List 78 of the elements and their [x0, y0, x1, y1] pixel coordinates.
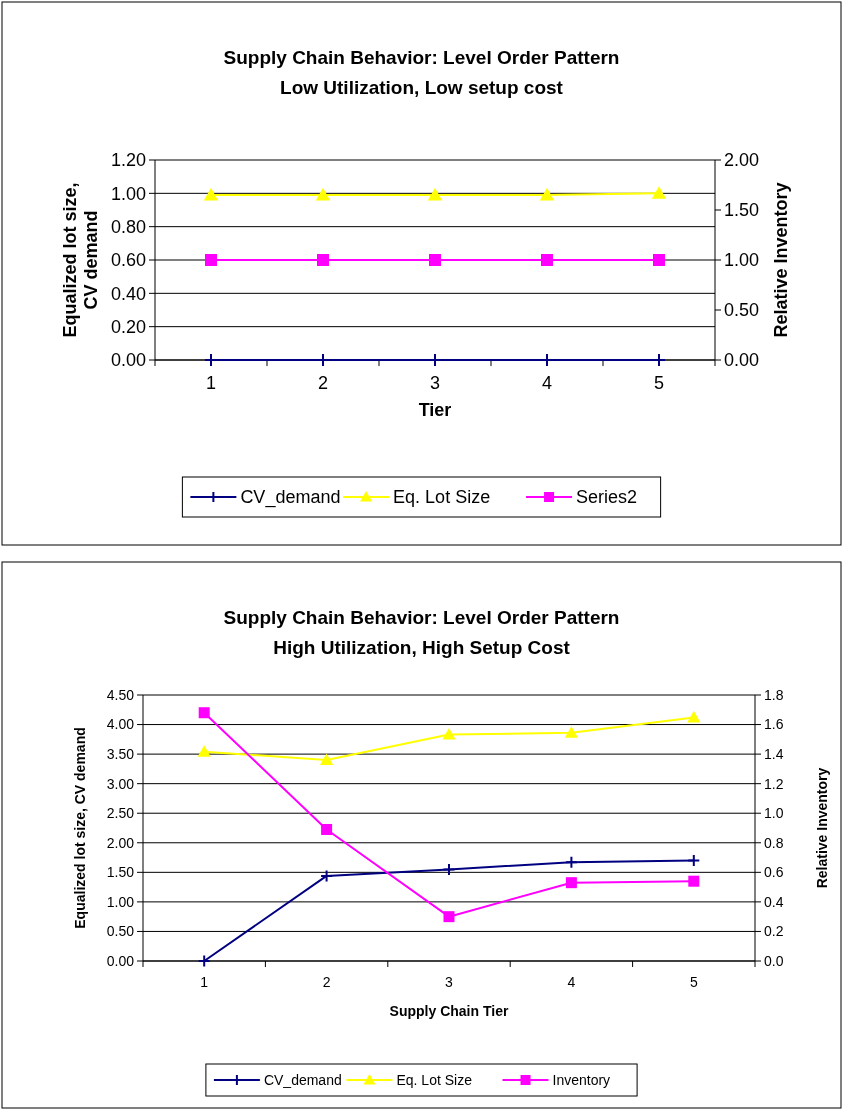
y2-tick-label: 2.00 — [724, 150, 760, 171]
point — [197, 745, 211, 757]
chart-title: Supply Chain Behavior: Level Order Pattern — [223, 607, 620, 628]
point — [442, 728, 456, 740]
y-tick-label: 4.00 — [106, 716, 135, 733]
y2-tick-label: 0.4 — [764, 893, 784, 910]
y-tick-label: 2.50 — [106, 805, 135, 822]
x-tick-label: 1 — [205, 372, 217, 393]
point — [564, 726, 578, 738]
point — [442, 862, 456, 876]
x-tick-label: 4 — [541, 372, 553, 393]
y-tick-label: 1.20 — [110, 150, 146, 171]
y-tick-label: 3.00 — [106, 775, 135, 792]
point — [198, 707, 210, 719]
point — [651, 186, 667, 199]
x-tick-label: 1 — [200, 974, 209, 991]
y-tick-label: 3.50 — [106, 746, 135, 763]
point — [321, 823, 333, 835]
chart-subtitle: Low Utilization, Low setup cost — [280, 77, 564, 98]
y-tick-label: 0.00 — [110, 350, 146, 371]
y-tick-label: 2.00 — [106, 834, 135, 851]
y-tick-label: 0.50 — [106, 923, 135, 940]
legend-label: Inventory — [552, 1071, 611, 1088]
y-tick-label: 0.40 — [110, 283, 146, 304]
y2-tick-label: 1.4 — [764, 746, 784, 763]
y-tick-label: 1.00 — [106, 893, 135, 910]
point — [687, 854, 701, 868]
y-tick-label: 0.80 — [110, 216, 146, 237]
point — [320, 753, 334, 765]
y-tick-label: 1.50 — [106, 864, 135, 881]
y-tick-label: 0.20 — [110, 316, 146, 337]
point — [443, 911, 455, 923]
legend-label: Eq. Lot Size — [396, 1071, 473, 1088]
point — [427, 187, 443, 201]
x-tick-label: 3 — [429, 372, 441, 393]
legend-label: Series2 — [576, 487, 638, 508]
x-tick-label: 2 — [322, 974, 331, 991]
point — [687, 710, 701, 723]
legend-label: CV_demand — [240, 487, 341, 509]
x-axis-title: Supply Chain Tier — [389, 1002, 509, 1019]
y2-tick-label: 1.50 — [724, 200, 760, 221]
point — [565, 877, 577, 889]
legend-label: Eq. Lot Size — [393, 487, 491, 508]
point — [320, 869, 334, 883]
y2-tick-label: 1.8 — [764, 686, 784, 703]
point — [315, 187, 331, 201]
y2-tick-label: 0.8 — [764, 834, 784, 851]
y2-tick-label: 0.0 — [764, 952, 784, 969]
y2-tick-label: 0.2 — [764, 923, 784, 940]
y-axis-title: Equalized lot size, CV demand — [72, 727, 88, 929]
y2-axis-title: Relative Inventory — [814, 767, 830, 889]
point — [688, 875, 700, 887]
point — [539, 187, 555, 201]
y-tick-label: 0.00 — [106, 952, 135, 969]
point — [203, 187, 219, 201]
y2-tick-label: 0.00 — [724, 350, 760, 371]
chart-subtitle: High Utilization, High Setup Cost — [273, 637, 571, 658]
point — [197, 954, 211, 968]
x-tick-label: 5 — [653, 372, 665, 393]
y2-axis-title: Relative Inventory — [771, 182, 791, 338]
y-tick-label: 1.00 — [110, 183, 146, 204]
y-axis-title: Equalized lot size, CV demand — [60, 182, 101, 338]
y2-tick-label: 1.0 — [764, 805, 784, 822]
y2-tick-label: 0.6 — [764, 864, 784, 881]
point — [564, 855, 578, 869]
x-tick-label: 3 — [445, 974, 454, 991]
x-axis-title: Tier — [418, 399, 452, 420]
y2-tick-label: 1.2 — [764, 775, 784, 792]
legend-label: CV_demand — [263, 1071, 342, 1088]
x-tick-label: 2 — [317, 372, 329, 393]
chart-title: Supply Chain Behavior: Level Order Pattern — [223, 47, 620, 68]
y-tick-label: 0.60 — [110, 250, 146, 271]
x-tick-label: 4 — [567, 974, 576, 991]
y2-tick-label: 1.6 — [764, 716, 784, 733]
y2-tick-label: 1.00 — [724, 250, 760, 271]
y2-tick-label: 0.50 — [724, 300, 760, 321]
y-tick-label: 4.50 — [106, 686, 135, 703]
x-tick-label: 5 — [689, 974, 698, 991]
